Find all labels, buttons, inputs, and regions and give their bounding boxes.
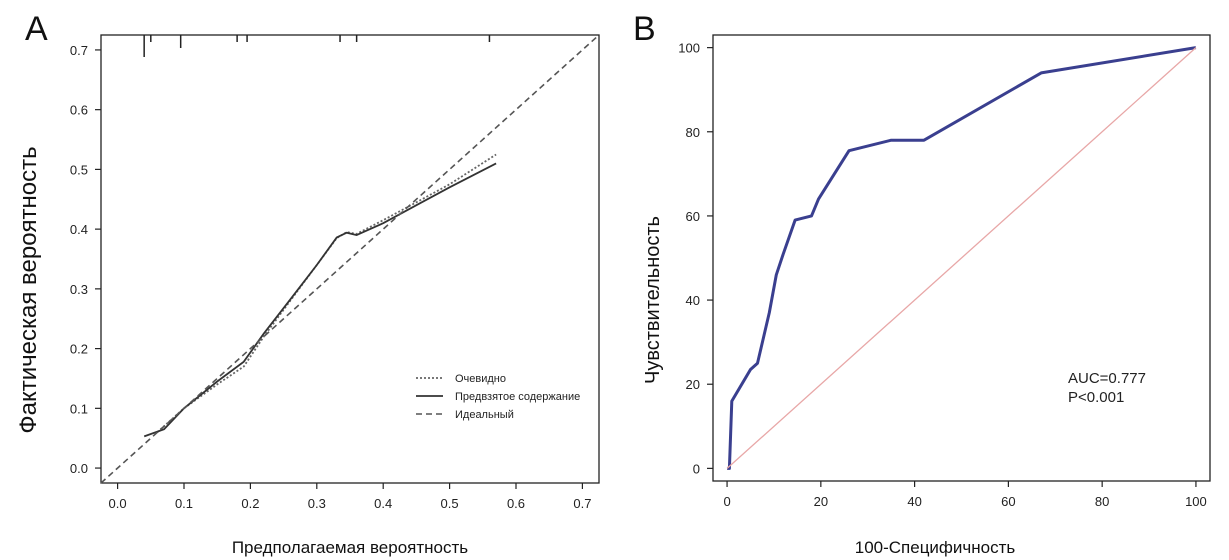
legend-label-1: Предвзятое содержание	[455, 391, 580, 403]
x-axis-title-a: Предполагаемая вероятность	[232, 538, 468, 557]
y-axis-title-b: Чувствительность	[642, 216, 664, 384]
legend-label-0: Очевидно	[455, 373, 506, 385]
x-tick-label-b-1: 20	[814, 494, 828, 509]
series-line-a-2	[100, 34, 600, 484]
y-tick-label-a-5: 0.5	[70, 162, 88, 177]
x-tick-label-a-4: 0.4	[374, 496, 392, 511]
x-tick-label-b-5: 100	[1185, 494, 1207, 509]
x-tick-label-a-1: 0.1	[175, 496, 193, 511]
y-tick-label-a-2: 0.2	[70, 342, 88, 357]
y-tick-label-b-2: 40	[686, 293, 700, 308]
x-axis-title-b: 100-Специфичность	[855, 538, 1016, 557]
legend-a: Очевидно Предвзятое содержание Идеальный	[416, 373, 580, 421]
rug-marks-a	[143, 35, 491, 57]
x-tick-label-b-3: 60	[1001, 494, 1015, 509]
panel-letter-b: B	[633, 10, 656, 48]
x-tick-label-a-0: 0.0	[109, 496, 127, 511]
x-axis-ticks-b: 0 20 40 60 80 100	[723, 481, 1207, 509]
y-tick-label-b-1: 20	[686, 377, 700, 392]
x-tick-label-a-2: 0.2	[241, 496, 259, 511]
series-group-b	[726, 46, 1197, 470]
y-tick-label-a-4: 0.4	[70, 222, 88, 237]
plot-frame-b	[712, 34, 1211, 482]
y-tick-label-a-1: 0.1	[70, 401, 88, 416]
panel-b: B 0 20 40 60 80 100 0 20 40 60 80 100 AUC=0.777 P<…	[633, 10, 1211, 557]
x-tick-label-b-2: 40	[907, 494, 921, 509]
x-tick-label-a-6: 0.6	[507, 496, 525, 511]
plot-frame-a	[100, 34, 600, 484]
p-value-annotation: P<0.001	[1068, 389, 1124, 406]
x-tick-label-b-0: 0	[723, 494, 730, 509]
y-tick-label-b-3: 60	[686, 209, 700, 224]
y-axis-title-a: Фактическая вероятность	[15, 146, 42, 433]
panel-letter-a: A	[25, 10, 48, 48]
y-tick-label-a-6: 0.6	[70, 103, 88, 118]
auc-annotation: AUC=0.777	[1068, 370, 1146, 387]
y-tick-label-a-0: 0.0	[70, 461, 88, 476]
y-tick-label-a-3: 0.3	[70, 282, 88, 297]
series-line-a-1	[143, 162, 497, 438]
y-tick-label-b-4: 80	[686, 125, 700, 140]
x-tick-label-b-4: 80	[1095, 494, 1109, 509]
y-tick-label-b-5: 100	[678, 41, 700, 56]
x-tick-label-a-7: 0.7	[573, 496, 591, 511]
panel-a: A 0.0 0.1 0.2 0.3 0.4 0.5 0.6 0.7 0.00.10.20.30…	[15, 10, 600, 557]
y-tick-label-a-7: 0.7	[70, 43, 88, 58]
y-tick-label-b-0: 0	[693, 461, 700, 476]
series-group-a	[100, 34, 600, 484]
x-tick-label-a-5: 0.5	[441, 496, 459, 511]
roc-curve	[727, 46, 1197, 470]
series-line-a-0	[156, 153, 497, 433]
reference-diagonal	[726, 47, 1197, 469]
y-axis-ticks-b: 0 20 40 60 80 100	[678, 41, 713, 476]
legend-label-2: Идеальный	[455, 409, 514, 421]
x-axis-ticks-a: 0.0 0.1 0.2 0.3 0.4 0.5 0.6 0.7	[109, 483, 591, 511]
y-axis-ticks-a: 0.0 0.1 0.2 0.3 0.4 0.5 0.6 0.7	[70, 43, 101, 476]
x-tick-label-a-3: 0.3	[308, 496, 326, 511]
